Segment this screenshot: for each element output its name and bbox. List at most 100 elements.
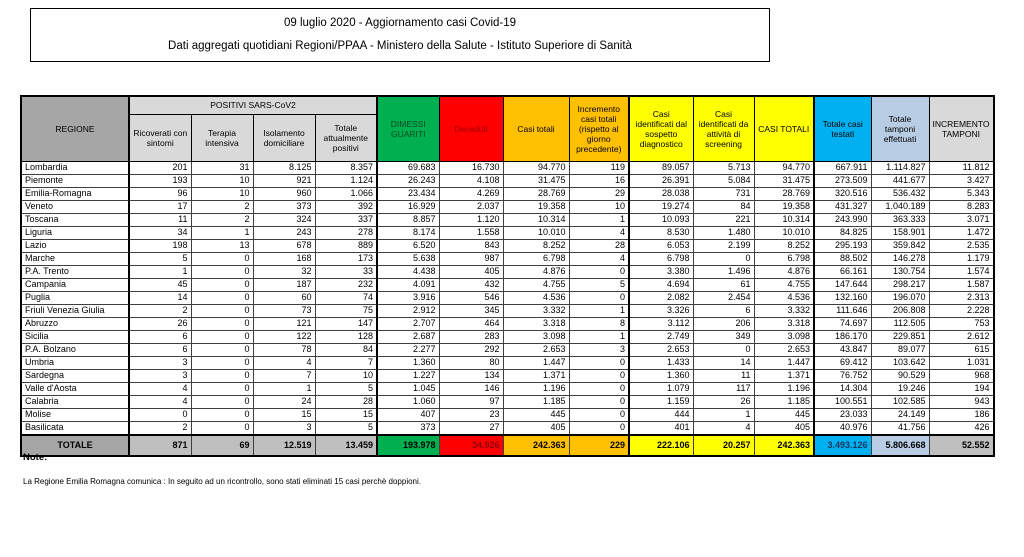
cell-value: 4	[568, 226, 630, 240]
cell-value: 28.769	[753, 187, 815, 201]
cell-value: 10.314	[753, 213, 815, 227]
col-header-casi-testati: Totale casi testati	[813, 95, 872, 162]
table-body: Lombardia 201 31 8.125 8.357 69.683 16.730 94.7…	[20, 161, 994, 457]
cell-value: 3.380	[628, 265, 694, 279]
cell-value: 1.574	[928, 265, 994, 279]
cell-value: 7	[314, 356, 378, 370]
cell-value: 320.516	[813, 187, 872, 201]
totale-cell-value: 3.493.126	[813, 434, 872, 457]
cell-value: 2.687	[376, 330, 440, 344]
cell-value: 0	[190, 317, 254, 331]
cell-value: 1	[568, 213, 630, 227]
col-header-incremento-casi: Incremento casi totali (rispetto al gior…	[568, 95, 630, 162]
cell-value: 206	[692, 317, 755, 331]
cell-value: 615	[928, 343, 994, 357]
cell-value: 102.585	[870, 395, 930, 409]
cell-value: 3.427	[928, 174, 994, 188]
cell-value: 324	[252, 213, 316, 227]
cell-value: 8.283	[928, 200, 994, 214]
cell-value: 11.812	[928, 161, 994, 175]
cell-value: 731	[692, 187, 755, 201]
cell-value: 1.371	[753, 369, 815, 383]
cell-value: 5	[314, 382, 378, 396]
cell-value: 122	[252, 330, 316, 344]
cell-value: 33	[314, 265, 378, 279]
cell-value: 26.243	[376, 174, 440, 188]
totale-cell-value: 5.806.668	[870, 434, 930, 457]
cell-value: 295.193	[813, 239, 872, 253]
cell-value: 1.472	[928, 226, 994, 240]
cell-regione: Piemonte	[20, 174, 130, 188]
cell-value: 405	[753, 421, 815, 436]
cell-value: 168	[252, 252, 316, 266]
cell-value: 173	[314, 252, 378, 266]
cell-value: 134	[438, 369, 504, 383]
cell-value: 14.304	[813, 382, 872, 396]
cell-value: 130.754	[870, 265, 930, 279]
cell-value: 31	[190, 161, 254, 175]
col-header-screening: Casi identificati da attività di screeni…	[692, 95, 755, 162]
cell-value: 17	[128, 200, 192, 214]
cell-value: 401	[628, 421, 694, 436]
cell-value: 14	[692, 356, 755, 370]
cell-value: 8.252	[753, 239, 815, 253]
cell-value: 0	[568, 421, 630, 436]
cell-value: 0	[190, 369, 254, 383]
cell-regione: Sicilia	[20, 330, 130, 344]
cell-value: 69.412	[813, 356, 872, 370]
cell-value: 94.770	[753, 161, 815, 175]
table-row: Abruzzo 26 0 121 147 2.707 464 3.318 8 3.112 206 3.…	[20, 317, 994, 331]
col-header-casi-totali-2: CASI TOTALI	[753, 95, 815, 162]
cell-value: 146.278	[870, 252, 930, 266]
cell-value: 6.798	[753, 252, 815, 266]
cell-value: 1	[568, 330, 630, 344]
cell-value: 60	[252, 291, 316, 305]
cell-value: 186.170	[813, 330, 872, 344]
cell-value: 16.730	[438, 161, 504, 175]
col-header-casi-totali: Casi totali	[502, 95, 570, 162]
cell-regione: P.A. Trento	[20, 265, 130, 279]
cell-value: 10	[568, 200, 630, 214]
cell-value: 3.098	[753, 330, 815, 344]
cell-value: 3.318	[502, 317, 570, 331]
cell-value: 3	[252, 421, 316, 436]
cell-value: 94.770	[502, 161, 570, 175]
cell-value: 84.825	[813, 226, 872, 240]
cell-value: 392	[314, 200, 378, 214]
cell-regione: P.A. Bolzano	[20, 343, 130, 357]
cell-value: 1.066	[314, 187, 378, 201]
table-row: Liguria 34 1 243 278 8.174 1.558 10.010 4 8.530 1.…	[20, 226, 994, 240]
cell-value: 6.798	[628, 252, 694, 266]
cell-value: 11	[692, 369, 755, 383]
cell-value: 2	[190, 213, 254, 227]
cell-value: 24	[252, 395, 316, 409]
cell-value: 194	[928, 382, 994, 396]
col-header-sospetto-diagnostico: Casi identificati dal sospetto diagnosti…	[628, 95, 694, 162]
cell-value: 445	[753, 408, 815, 422]
cell-regione: Puglia	[20, 291, 130, 305]
cell-value: 89.077	[870, 343, 930, 357]
table-row: Valle d'Aosta 4 0 1 5 1.045 146 1.196 0 1.079 117 1…	[20, 382, 994, 396]
cell-value: 1.447	[753, 356, 815, 370]
cell-value: 2.912	[376, 304, 440, 318]
cell-value: 31.475	[502, 174, 570, 188]
cell-regione: Emilia-Romagna	[20, 187, 130, 201]
cell-value: 34	[128, 226, 192, 240]
cell-value: 4.091	[376, 278, 440, 292]
cell-value: 8.857	[376, 213, 440, 227]
cell-value: 6	[128, 330, 192, 344]
cell-value: 407	[376, 408, 440, 422]
totale-cell-value: 69	[190, 434, 254, 457]
cell-value: 960	[252, 187, 316, 201]
cell-value: 445	[502, 408, 570, 422]
cell-value: 26.391	[628, 174, 694, 188]
cell-value: 2	[190, 200, 254, 214]
cell-value: 1.371	[502, 369, 570, 383]
cell-value: 432	[438, 278, 504, 292]
cell-value: 10	[314, 369, 378, 383]
cell-value: 2.653	[753, 343, 815, 357]
cell-value: 0	[190, 382, 254, 396]
cell-value: 2.535	[928, 239, 994, 253]
cell-value: 26	[128, 317, 192, 331]
cell-value: 84	[692, 200, 755, 214]
